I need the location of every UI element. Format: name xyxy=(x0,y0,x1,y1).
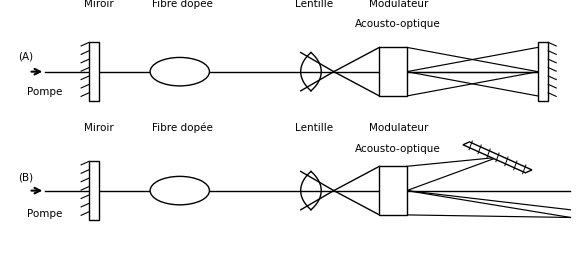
Text: Modulateur: Modulateur xyxy=(368,0,428,9)
Text: Acousto-optique: Acousto-optique xyxy=(356,20,441,29)
Text: Miroir: Miroir xyxy=(84,0,113,9)
Text: Acousto-optique: Acousto-optique xyxy=(356,144,441,153)
Text: Fibre dopée: Fibre dopée xyxy=(152,123,213,133)
Ellipse shape xyxy=(150,57,210,86)
Text: Pompe: Pompe xyxy=(27,209,63,219)
Bar xyxy=(89,42,100,101)
Polygon shape xyxy=(463,142,532,173)
Text: Modulateur: Modulateur xyxy=(368,123,428,133)
Text: Miroir: Miroir xyxy=(84,123,113,133)
Bar xyxy=(379,48,407,96)
Text: Lentille: Lentille xyxy=(294,0,333,9)
Bar xyxy=(538,42,548,101)
Text: Lentille: Lentille xyxy=(294,123,333,133)
Bar xyxy=(379,166,407,215)
Text: Pompe: Pompe xyxy=(27,87,63,97)
Text: Fibre dopée: Fibre dopée xyxy=(152,0,213,9)
Text: (A): (A) xyxy=(19,51,34,61)
Bar xyxy=(89,161,100,220)
Ellipse shape xyxy=(150,176,210,205)
Text: (B): (B) xyxy=(19,173,34,183)
